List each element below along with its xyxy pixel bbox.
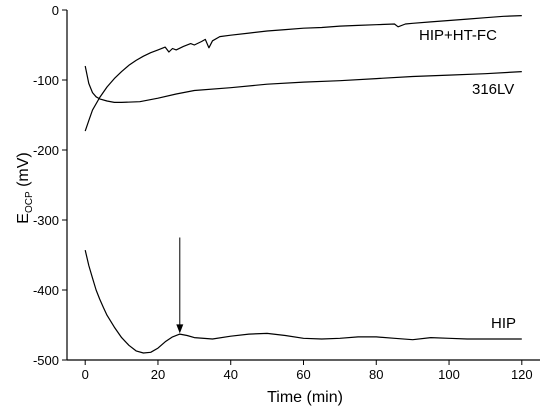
x-tick-label: 40 [223,367,237,382]
x-tick-label: 60 [296,367,310,382]
x-tick-label: 120 [511,367,533,382]
y-tick-label: -100 [33,73,59,88]
series-line-hip-ht-fc [84,15,522,132]
y-tick-label: -300 [33,213,59,228]
series-label-hip-ht-fc: HIP+HT-FC [419,27,497,44]
y-tick-label: -200 [33,143,59,158]
x-tick-label: 80 [369,367,383,382]
series-lines [84,15,522,354]
y-axis-title-main: E [15,213,32,224]
y-axis-title-unit: (mV) [15,152,32,191]
annotation-arrow-head [176,324,184,334]
y-tick-label: -400 [33,283,59,298]
x-ticks: 0 20 40 60 80 100 120 [82,360,533,382]
y-ticks: 0 -100 -200 -300 -400 -500 [33,3,67,368]
y-axis-title-subscript: OCP [24,191,35,213]
x-tick-label: 20 [151,367,165,382]
series-label-hip: HIP [491,315,516,332]
x-tick-label: 100 [438,367,460,382]
y-tick-label: -500 [33,353,59,368]
y-tick-label: 0 [52,3,59,18]
series-label-316lv: 316LV [472,81,514,98]
annotations [176,237,184,334]
x-tick-label: 0 [82,367,89,382]
series-line-hip [84,249,522,354]
y-axis-title: EOCP (mV) [15,152,35,223]
x-axis-title: Time (min) [267,389,343,406]
series-line-316lv [84,65,522,104]
